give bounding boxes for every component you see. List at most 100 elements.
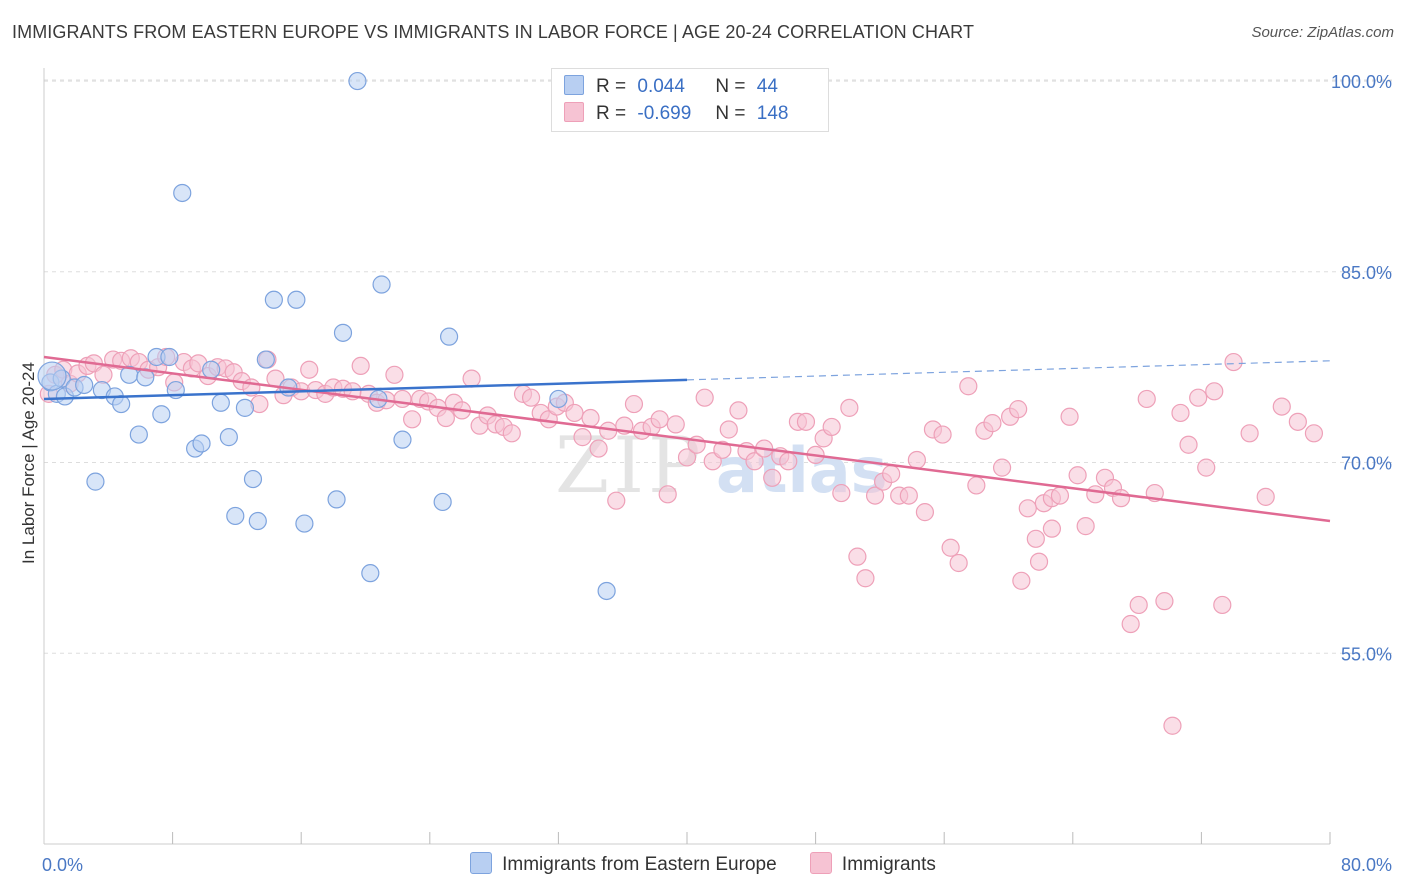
immigrants-point [865, 486, 885, 505]
eastern-europe-point [192, 434, 211, 453]
source-credit: Source: ZipAtlas.com [1251, 24, 1394, 41]
eastern-europe-point [439, 327, 459, 346]
immigrants-point [1111, 489, 1131, 508]
immigrants-point [1288, 412, 1307, 431]
immigrants-point [624, 394, 644, 414]
immigrants-point [573, 428, 592, 447]
immigrants-point [1213, 595, 1232, 615]
immigrants-point [1060, 407, 1079, 426]
eastern-europe-points [37, 71, 616, 601]
immigrants-point [1026, 529, 1045, 548]
eastern-europe-point [295, 514, 314, 533]
immigrants-point [1137, 389, 1156, 409]
immigrants-point [1189, 388, 1208, 407]
immigrants-point [403, 410, 422, 429]
immigrants-point [658, 485, 677, 504]
eastern-europe-trend-line [43, 378, 688, 401]
immigrants-point [899, 486, 918, 505]
eastern-europe-point [226, 506, 245, 526]
trend-lines [43, 355, 1331, 523]
immigrants-point [581, 408, 600, 428]
eastern-europe-point [129, 425, 148, 444]
immigrants-point [1155, 592, 1174, 611]
immigrants-point [840, 398, 859, 417]
immigrants-point [300, 360, 319, 379]
immigrants-points [39, 347, 1324, 735]
immigrants-point [933, 425, 952, 444]
immigrants-point [385, 365, 404, 384]
immigrants-point [1272, 397, 1291, 416]
y-tick-label: 55.0% [1341, 644, 1392, 664]
x-tick-label: 80.0% [1341, 855, 1392, 875]
immigrants-point [763, 468, 782, 487]
eastern-europe-point [160, 347, 179, 367]
eastern-europe-point [287, 290, 306, 309]
chart-title: IMMIGRANTS FROM EASTERN EUROPE VS IMMIGR… [12, 22, 975, 42]
immigrants-point [695, 388, 714, 407]
legend-r-value: 0.044 [637, 76, 685, 97]
immigrants-point [393, 389, 412, 409]
immigrants-point [589, 439, 608, 458]
immigrants-point [959, 377, 978, 396]
eastern-europe-point [348, 71, 367, 91]
legend-n-value: 44 [756, 76, 778, 97]
eastern-europe-point [235, 398, 255, 417]
y-axis-label: In Labor Force | Age 20-24 [19, 362, 38, 564]
axes [43, 68, 1331, 845]
immigrants-point [856, 569, 875, 588]
immigrants-point [915, 503, 935, 522]
eastern-europe-point [597, 581, 616, 601]
legend-row-immigrants: R = -0.699 N = 148 [564, 102, 788, 126]
legend-n-value: 148 [756, 103, 789, 124]
immigrants-point [502, 424, 521, 443]
eastern-europe-point [327, 490, 346, 509]
legend-n-label: N = [715, 103, 746, 124]
immigrants-point [565, 403, 584, 423]
immigrants-point [1205, 382, 1224, 401]
immigrants-point [462, 369, 481, 388]
legend-n-label: N = [715, 76, 746, 97]
eastern-europe-point [393, 430, 412, 449]
immigrants-point [719, 420, 738, 439]
immigrants-point [1129, 595, 1148, 615]
immigrants-point [1171, 403, 1190, 423]
immigrants-trend-line [43, 355, 1331, 523]
legend-item-label: Immigrants [841, 854, 936, 875]
immigrants-point [1197, 458, 1216, 477]
immigrants-point [822, 417, 841, 437]
eastern-europe-point [211, 393, 230, 412]
legend-row-eastern-europe: R = 0.044 N = 44 [564, 75, 778, 99]
tick-labels: 55.0% 70.0% 85.0% 100.0% 0.0% 80.0% In Labor F… [19, 72, 1392, 875]
eastern-europe-point [86, 472, 105, 491]
legend-swatch-pink [809, 852, 832, 874]
eastern-europe-point [152, 405, 171, 424]
immigrants-point [1256, 487, 1275, 506]
immigrants-point [779, 452, 798, 471]
eastern-europe-point [433, 492, 452, 512]
legend-swatch-blue [564, 75, 584, 95]
gridlines [44, 79, 1392, 654]
immigrants-point [967, 476, 986, 495]
immigrants-point [1086, 485, 1105, 504]
y-tick-label: 70.0% [1341, 454, 1392, 474]
immigrants-point [1050, 486, 1070, 505]
eastern-europe-point [264, 290, 283, 309]
y-tick-label: 100.0% [1331, 72, 1392, 92]
eastern-europe-point [372, 275, 391, 294]
legend-swatch-pink [564, 102, 584, 122]
x-tick-label: 0.0% [42, 855, 83, 875]
eastern-europe-point [243, 469, 263, 489]
eastern-europe-point [361, 564, 380, 583]
eastern-europe-point [202, 360, 221, 379]
eastern-europe-point [219, 428, 238, 447]
eastern-europe-point [75, 375, 94, 395]
immigrants-point [1224, 352, 1243, 372]
legend-r-value: -0.699 [637, 103, 692, 124]
immigrants-point [666, 415, 685, 434]
eastern-europe-point [37, 361, 67, 391]
immigrants-point [848, 547, 867, 566]
immigrants-point [907, 450, 926, 470]
immigrants-point [882, 464, 901, 484]
immigrants-point [677, 448, 697, 467]
immigrants-point [436, 408, 455, 428]
